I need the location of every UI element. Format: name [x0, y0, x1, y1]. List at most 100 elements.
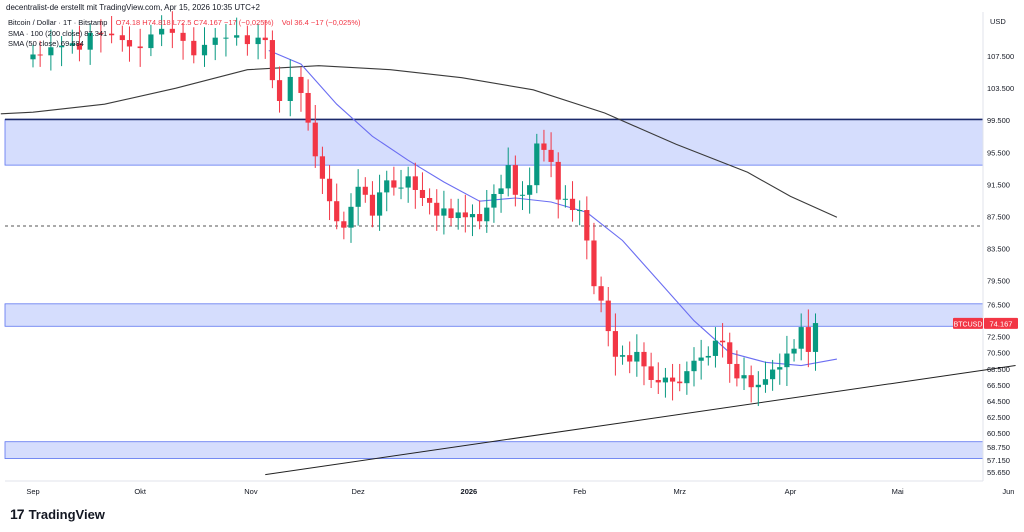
- price-tick-label: 87.500: [987, 212, 1010, 221]
- candle-body: [684, 371, 690, 384]
- price-tick-label: 79.500: [987, 277, 1010, 286]
- candle-body: [369, 194, 376, 216]
- candle-body: [298, 76, 304, 93]
- candle-body: [484, 207, 490, 222]
- candle-body: [69, 43, 75, 46]
- candle-body: [691, 360, 697, 372]
- candle-body: [262, 37, 268, 41]
- candle-body: [577, 210, 583, 212]
- candle-body: [119, 35, 125, 41]
- candle-body: [334, 201, 340, 222]
- candle-body: [109, 33, 115, 36]
- last-price-layer: BTCUSD 74.167: [953, 317, 1018, 329]
- last-price-badge: [984, 317, 1018, 329]
- candle-body: [619, 355, 626, 357]
- sma-layer: [0, 49, 838, 367]
- time-tick-label: Jun: [1002, 487, 1014, 496]
- candles-layer: [30, 11, 819, 407]
- zone-1: [4, 303, 984, 327]
- legend-symbol: Bitcoin / Dollar · 1T · Bitstamp O74.18 …: [8, 18, 361, 27]
- candle-body: [276, 80, 283, 101]
- last-price-text: 74.167: [990, 319, 1013, 328]
- candle-body: [569, 198, 576, 211]
- time-tick-label: Sep: [26, 487, 39, 496]
- price-tick-label: 99.500: [987, 116, 1010, 125]
- time-tick-label: Okt: [134, 487, 147, 496]
- zones-layer: [4, 119, 984, 459]
- candle-body: [348, 206, 354, 228]
- candle-body: [734, 363, 740, 379]
- candle-body: [405, 176, 411, 188]
- candle-body: [612, 331, 618, 357]
- candle-body: [677, 381, 683, 384]
- candle-body: [791, 348, 797, 354]
- candle-body: [37, 54, 43, 56]
- price-tick-label: 64.500: [987, 397, 1010, 406]
- candle-body: [412, 176, 418, 190]
- candle-body: [541, 143, 547, 150]
- candle-body: [705, 355, 711, 358]
- candle-body: [391, 180, 397, 188]
- candle-body: [223, 37, 229, 39]
- time-axis[interactable]: Sep Okt Nov Dez 2026 Feb Mrz Apr Mai Jun: [26, 487, 1014, 496]
- candle-body: [269, 40, 275, 81]
- candle-body: [148, 34, 154, 49]
- candle-body: [469, 214, 476, 218]
- price-tick-label: 58.750: [987, 443, 1010, 452]
- candle-body: [434, 202, 440, 216]
- levels-layer: [5, 118, 983, 227]
- candle-body: [326, 178, 333, 202]
- candle-body: [634, 351, 640, 362]
- candle-body: [491, 193, 497, 208]
- zone-0: [4, 119, 984, 166]
- candle-body: [548, 149, 554, 162]
- time-tick-label: Nov: [244, 487, 258, 496]
- candle-body: [712, 340, 719, 356]
- zone-2: [4, 441, 984, 459]
- candle-body: [762, 379, 769, 385]
- price-axis-currency: USD: [990, 17, 1006, 26]
- candle-body: [419, 189, 426, 198]
- candle-body: [98, 32, 104, 34]
- candle-body: [727, 342, 733, 364]
- candle-body: [234, 35, 240, 38]
- time-tick-label: Mai: [892, 487, 904, 496]
- price-tick-label: 66.500: [987, 381, 1010, 390]
- candle-body: [255, 37, 261, 45]
- price-tick-label: 68.500: [987, 365, 1010, 374]
- price-tick-label: 107.500: [987, 52, 1014, 61]
- price-tick-label: 62.500: [987, 413, 1010, 422]
- candle-body: [477, 214, 483, 222]
- candle-body: [555, 161, 561, 200]
- tradingview-brand: 17 TradingView: [10, 506, 105, 522]
- time-tick-label: Dez: [351, 487, 365, 496]
- candle-body: [376, 192, 383, 216]
- axis-borders: [5, 12, 984, 482]
- trendline-layer: [265, 365, 1016, 476]
- legend-sma-long: SMA · 100 (200 close) 87.341: [8, 29, 108, 38]
- candle-body: [201, 44, 208, 56]
- candle-body: [355, 186, 361, 207]
- candle-body: [798, 327, 804, 349]
- candle-body: [777, 367, 783, 370]
- symbol-line: Bitcoin / Dollar · 1T · Bitstamp: [8, 18, 108, 27]
- price-axis[interactable]: USD 107.500 103.500 99.500 95.500 91.500 87.50…: [987, 17, 1014, 477]
- candle-body: [58, 45, 65, 48]
- candle-body: [384, 180, 390, 193]
- candle-body: [662, 377, 669, 383]
- candle-body: [427, 197, 433, 203]
- price-tick-label: 60.500: [987, 429, 1010, 438]
- candle-body: [244, 35, 250, 45]
- price-tick-label: 83.500: [987, 245, 1010, 254]
- price-tick-label: 72.500: [987, 333, 1010, 342]
- candle-body: [505, 165, 511, 189]
- time-tick-label: 2026: [461, 487, 478, 496]
- candle-body: [784, 353, 790, 368]
- symbol-badge: [953, 317, 983, 329]
- candle-body: [87, 32, 93, 50]
- time-tick-label: Apr: [785, 487, 797, 496]
- sma-short-label: SMA (50 close) 69.684: [8, 39, 84, 48]
- candle-body: [48, 47, 54, 56]
- candle-body: [598, 286, 604, 301]
